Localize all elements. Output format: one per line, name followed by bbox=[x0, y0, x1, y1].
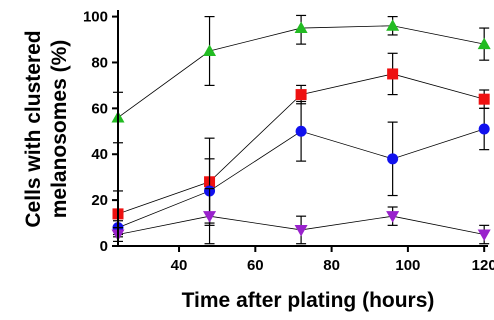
y-tick-label: 40 bbox=[91, 146, 108, 163]
data-point-triangle-up bbox=[477, 37, 491, 50]
x-axis-title: Time after plating (hours) bbox=[182, 289, 435, 312]
data-point-triangle-up bbox=[386, 19, 400, 31]
ticks-layer: 0 20 40 60 80 100 40 60 80 100 120 bbox=[83, 9, 494, 274]
data-point-triangle-down bbox=[477, 229, 491, 242]
data-point-square bbox=[295, 89, 307, 101]
data-point-square bbox=[478, 93, 490, 105]
x-tick-label: 100 bbox=[395, 257, 420, 274]
series-0 bbox=[111, 14, 491, 144]
data-point-triangle-down bbox=[203, 211, 217, 223]
y-tick-label: 100 bbox=[83, 9, 108, 26]
data-point-triangle-up bbox=[294, 21, 308, 34]
data-point-triangle-up bbox=[203, 44, 217, 56]
data-point-circle bbox=[478, 123, 490, 135]
series-2 bbox=[112, 100, 490, 236]
series-3 bbox=[111, 188, 491, 245]
y-tick-label: 80 bbox=[91, 54, 108, 71]
data-point-circle bbox=[387, 153, 399, 165]
x-tick-label: 120 bbox=[472, 257, 494, 274]
y-tick-label: 60 bbox=[91, 100, 108, 117]
data-point-triangle-down bbox=[294, 224, 308, 237]
series-layer bbox=[111, 14, 491, 245]
y-tick-label: 0 bbox=[100, 238, 108, 255]
data-point-circle bbox=[295, 125, 307, 137]
x-tick-label: 80 bbox=[323, 257, 340, 274]
y-axis-title-line-1: Cells with clustered bbox=[22, 30, 45, 227]
y-axis-title-line-2: melanosomes (%) bbox=[48, 40, 71, 219]
x-tick-label: 40 bbox=[171, 257, 188, 274]
x-tick-label: 60 bbox=[247, 257, 264, 274]
y-tick-label: 20 bbox=[91, 192, 108, 209]
data-point-triangle-down bbox=[386, 211, 400, 223]
data-point-square bbox=[387, 68, 399, 80]
